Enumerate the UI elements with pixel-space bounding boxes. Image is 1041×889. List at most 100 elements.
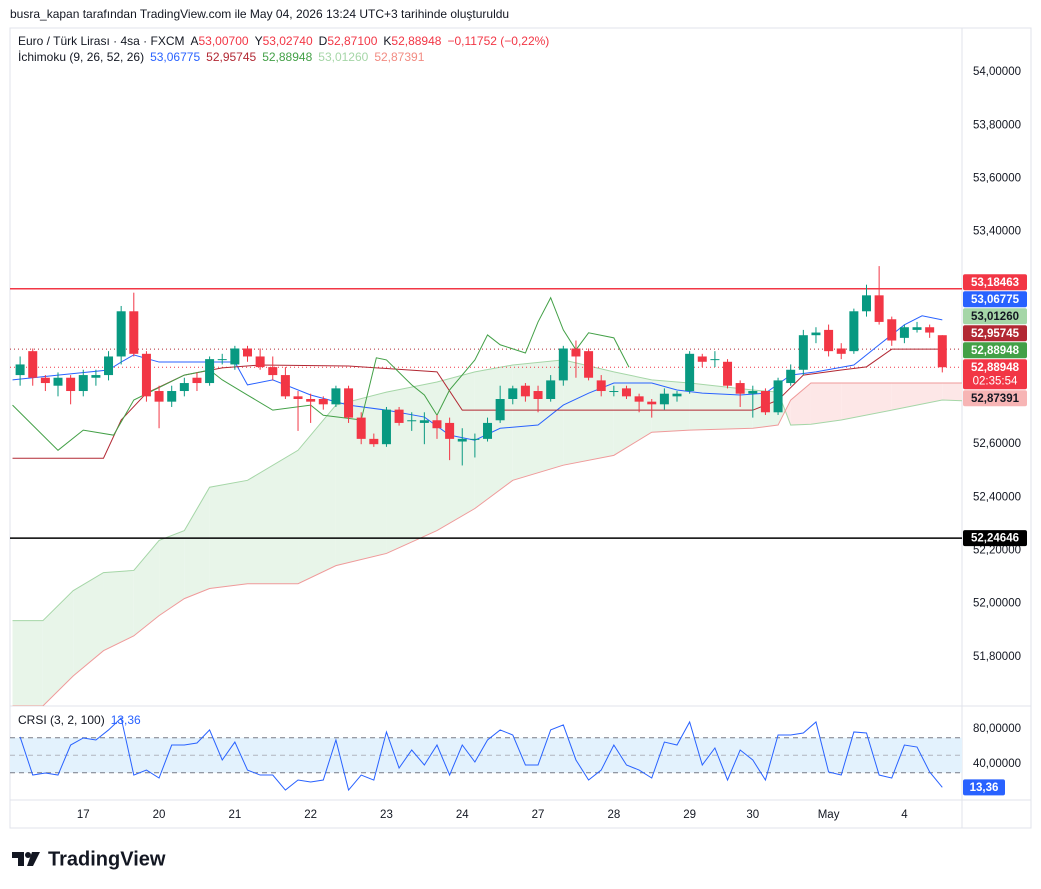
candle-body xyxy=(306,398,316,402)
span-b-line xyxy=(12,382,962,706)
candle-body xyxy=(723,361,733,386)
candle-body xyxy=(205,359,215,384)
candle-body xyxy=(798,335,808,370)
candle-body xyxy=(91,375,101,378)
cloud-segment xyxy=(942,383,962,401)
cloud-segment xyxy=(159,530,185,616)
cloud-segment xyxy=(133,540,160,636)
crsi-pane xyxy=(10,716,962,792)
price-tag-label: 52,88948 xyxy=(971,362,1020,374)
cloud-segment xyxy=(891,383,943,411)
logo-icon xyxy=(12,852,40,866)
candle-body xyxy=(710,359,720,361)
candle-body xyxy=(558,348,568,381)
x-tick-label: 29 xyxy=(683,809,696,821)
cloud-segment xyxy=(298,405,336,584)
ohlc-key: A xyxy=(190,34,198,48)
y-tick-label: 53,80000 xyxy=(973,119,1021,131)
price-tag-label: 52,87391 xyxy=(971,393,1020,405)
cloud-segment xyxy=(790,383,811,426)
ohlc-value: 52,87100 xyxy=(327,34,377,48)
crsi-y-tick-label: 80,00000 xyxy=(973,723,1021,735)
candle-body xyxy=(861,295,871,312)
cloud-segment xyxy=(103,570,134,651)
cloud-segment xyxy=(841,383,892,420)
price-tag xyxy=(963,325,1027,342)
overlay: Euro / Türk Lirası · 4sa · FXCM A53,00700… xyxy=(18,34,1027,821)
ohlc-key: D xyxy=(319,34,328,48)
indicator-value: 53,01260 xyxy=(318,50,368,64)
x-tick-label: 4 xyxy=(901,809,908,821)
crsi-tag xyxy=(963,779,1005,796)
crsi-legend: CRSI (3, 2, 100) 13,36 xyxy=(18,713,141,727)
candle-body xyxy=(546,380,556,399)
price-tag xyxy=(963,530,1027,547)
price-tag xyxy=(963,308,1027,325)
price-pane xyxy=(10,266,962,706)
price-tag xyxy=(963,342,1027,359)
candle-body xyxy=(129,311,139,354)
candle-body xyxy=(786,369,796,384)
candle-body xyxy=(571,348,581,357)
candle-body xyxy=(735,383,745,394)
candle-body xyxy=(381,409,391,445)
cloud-segment xyxy=(73,572,104,676)
attribution: busra_kapan tarafından TradingView.com i… xyxy=(10,7,509,21)
ohlc-value: 52,88948 xyxy=(391,34,441,48)
price-tag-label: 52,24646 xyxy=(971,533,1019,545)
candle-body xyxy=(66,377,76,392)
candle-body xyxy=(318,398,328,405)
cloud-segment xyxy=(386,381,437,554)
candle-body xyxy=(230,348,240,365)
candle-body xyxy=(925,327,935,333)
candle-body xyxy=(192,377,202,384)
symbol-title: Euro / Türk Lirası · 4sa · FXCM xyxy=(18,34,184,48)
candle-body xyxy=(697,356,707,362)
candle-body xyxy=(445,422,455,439)
candle-body xyxy=(634,396,644,402)
ohlc-value: 53,00700 xyxy=(199,34,249,48)
y-tick-label: 52,20000 xyxy=(973,545,1021,557)
crsi-value: 13,36 xyxy=(111,713,141,727)
crsi-tag-label: 13,36 xyxy=(970,782,999,794)
change: −0,11752 (−0,22%) xyxy=(447,34,549,48)
indicator-value: 52,95745 xyxy=(206,50,256,64)
candle-body xyxy=(179,383,189,392)
ohlc-value: 53,02740 xyxy=(263,34,313,48)
candle-body xyxy=(470,438,480,440)
candle-body xyxy=(331,388,341,405)
x-tick-label: 22 xyxy=(304,809,317,821)
candle-body xyxy=(483,422,493,439)
candle-body xyxy=(849,311,859,352)
cloud-segment xyxy=(651,379,690,433)
y-tick-label: 52,40000 xyxy=(973,491,1021,503)
candle-body xyxy=(419,420,429,423)
cloud-segment xyxy=(436,371,475,531)
indicator-value: 52,87391 xyxy=(374,50,424,64)
candle-body xyxy=(369,438,379,445)
x-tick-label: 21 xyxy=(228,809,241,821)
x-tick-label: 28 xyxy=(607,809,620,821)
candle-body xyxy=(407,420,417,422)
candle-body xyxy=(760,391,770,413)
candle-body xyxy=(609,391,619,393)
price-tag-label: 53,18463 xyxy=(971,277,1019,289)
candle-body xyxy=(621,388,631,397)
candle-body xyxy=(255,356,265,368)
price-tag xyxy=(963,291,1027,308)
candle-body xyxy=(116,311,126,357)
candle-body xyxy=(520,385,530,397)
price-tag xyxy=(963,390,1027,407)
cloud-segment xyxy=(42,590,74,706)
candle-body xyxy=(15,364,25,376)
candle-body xyxy=(457,438,467,442)
y-tick-label: 52,00000 xyxy=(973,598,1021,610)
candle-body xyxy=(293,396,303,399)
x-tick-label: 24 xyxy=(456,809,469,821)
indicator-title: İchimoku (9, 26, 52, 26) xyxy=(18,50,144,64)
y-tick-label: 52,60000 xyxy=(973,438,1021,450)
candle-body xyxy=(280,375,290,397)
candle-body xyxy=(167,391,177,402)
candle-body xyxy=(672,393,682,397)
candle-body xyxy=(344,388,354,418)
